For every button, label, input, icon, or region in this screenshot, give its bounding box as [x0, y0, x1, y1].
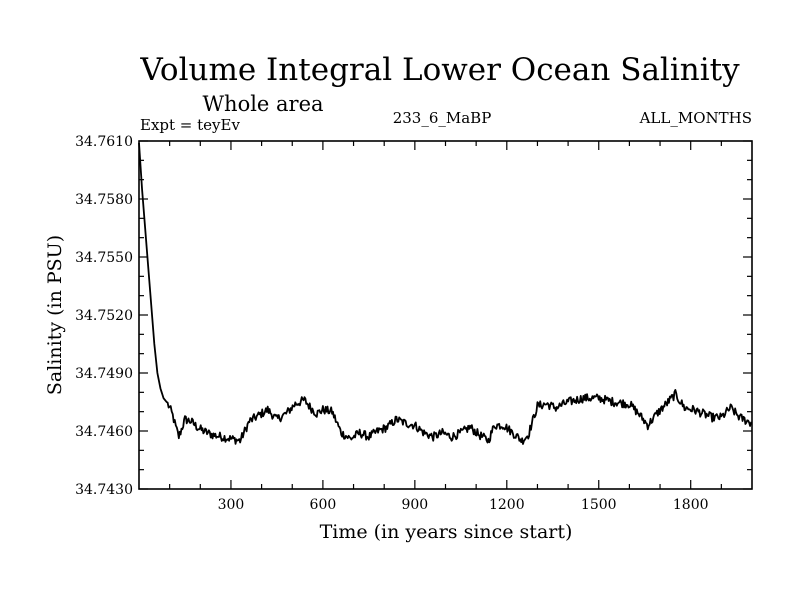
y-tick-label: 34.7430	[75, 482, 133, 498]
chart-title: Volume Integral Lower Ocean Salinity	[139, 52, 740, 88]
x-tick-label: 1200	[489, 497, 525, 513]
experiment-label: Expt = teyEv	[140, 116, 240, 134]
x-tick-label: 600	[310, 497, 337, 513]
y-tick-label: 34.7610	[75, 134, 133, 150]
y-tick-label: 34.7490	[75, 366, 133, 382]
plot-frame	[138, 140, 753, 490]
y-tick-label: 34.7550	[75, 250, 133, 266]
y-axis-ticks: 34.7430 34.7460 34.7490 34.7520 34.7550 34.75…	[75, 134, 752, 498]
salinity-series-line	[138, 142, 753, 445]
x-tick-label: 1500	[581, 497, 617, 513]
y-tick-label: 34.7580	[75, 192, 133, 208]
center-label: 233_6_MaBP	[393, 109, 492, 127]
chart-subtitle: Whole area	[202, 92, 323, 116]
y-tick-label: 34.7460	[75, 424, 133, 440]
x-tick-label: 1800	[673, 497, 709, 513]
y-tick-label: 34.7520	[75, 308, 133, 324]
x-tick-label: 900	[401, 497, 428, 513]
y-axis-label: Salinity (in PSU)	[44, 235, 66, 395]
x-axis-label: Time (in years since start)	[320, 521, 573, 543]
x-tick-label: 300	[218, 497, 245, 513]
months-label: ALL_MONTHS	[639, 109, 752, 127]
x-axis-ticks: 300 600 900 1200 1500 1800	[169, 141, 722, 513]
